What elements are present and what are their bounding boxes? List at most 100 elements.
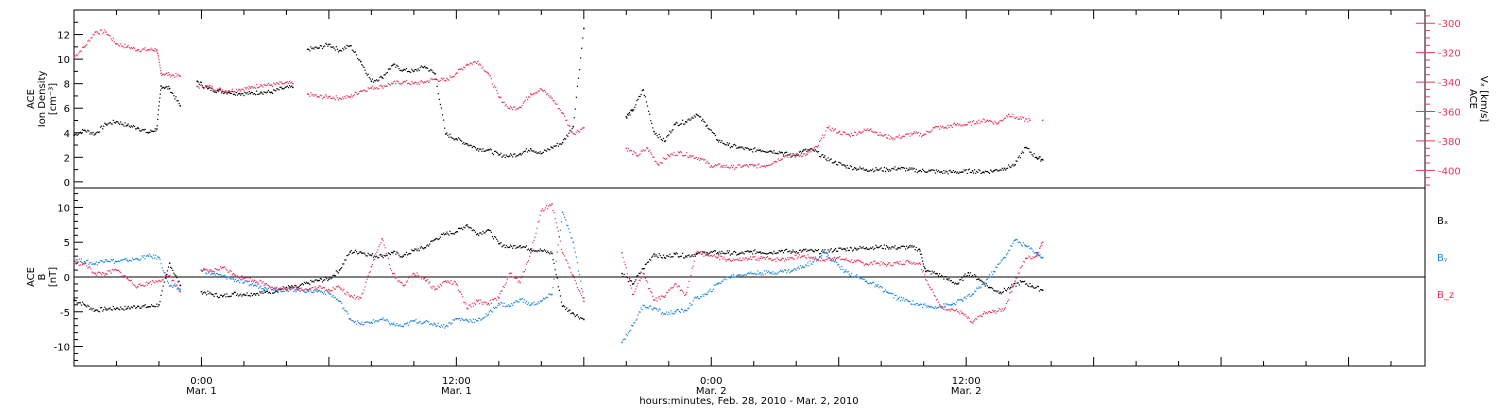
bottom-b-series-2-interp-dot bbox=[909, 262, 911, 265]
bottom-b-series-0-interp-dot bbox=[666, 255, 668, 257]
bottom-b-series-2-interp-dot bbox=[325, 289, 327, 291]
bottom-b-series-0-interp-dot bbox=[821, 250, 823, 252]
top-density-series-0-interp-dot bbox=[649, 113, 651, 115]
top-density-series-0-interp-dot bbox=[322, 46, 325, 48]
bottom-b-series-0-interp-dot bbox=[924, 268, 926, 270]
top-vx-series-0-interp-dot bbox=[1013, 116, 1015, 118]
top-density-series-0-interp-dot bbox=[441, 114, 444, 116]
bottom-b-series-2-interp-dot bbox=[994, 310, 996, 312]
top-vx-series-0-point bbox=[561, 112, 564, 114]
bottom-b-series-1-interp-dot bbox=[438, 325, 440, 328]
bottom-b-series-1-point bbox=[631, 324, 634, 327]
top-vx-series-0-interp-dot bbox=[330, 97, 332, 100]
top-vx-series-0-interp-dot bbox=[960, 125, 962, 127]
top-density-series-0-interp-dot bbox=[318, 47, 320, 49]
bottom-b-series-2-point bbox=[370, 265, 373, 268]
top-density-series-0-interp-dot bbox=[79, 131, 81, 133]
bottom-b-series-2-interp-dot bbox=[282, 288, 284, 291]
bottom-b-series-2-interp-dot bbox=[559, 240, 562, 242]
bottom-b-series-1-interp-dot bbox=[976, 287, 978, 289]
top-density-series-0-interp-dot bbox=[156, 125, 158, 127]
bottom-b-series-2-interp-dot bbox=[964, 313, 966, 316]
bottom-b-series-1-interp-dot bbox=[631, 324, 633, 326]
bottom-b-series-0-interp-dot bbox=[974, 274, 976, 276]
bottom-b-series-1-interp-dot bbox=[698, 298, 701, 300]
top-density-series-0-interp-dot bbox=[1000, 169, 1002, 171]
bottom-b-series-2-interp-dot bbox=[410, 275, 412, 278]
top-vx-series-0-interp-dot bbox=[703, 159, 705, 161]
bottom-b-series-2-interp-dot bbox=[724, 258, 726, 260]
bottom-b-series-1-interp-dot bbox=[647, 307, 650, 309]
bottom-b-series-1-interp-dot bbox=[165, 277, 168, 280]
top-vx-series-0-interp-dot bbox=[453, 76, 455, 78]
bottom-b-series-2-interp-dot bbox=[406, 280, 409, 282]
top-density-series-0-interp-dot bbox=[700, 116, 702, 118]
bottom-b-series-1-point bbox=[328, 292, 330, 294]
bottom-b-series-1-interp-dot bbox=[387, 320, 389, 322]
bottom-b-series-2-interp-dot bbox=[1036, 254, 1038, 256]
bottom-b-series-0-interp-dot bbox=[837, 250, 839, 252]
bottom-b-series-1-interp-dot bbox=[362, 324, 364, 326]
top-vx-series-0-interp-dot bbox=[638, 154, 640, 156]
top-density-series-0-interp-dot bbox=[723, 142, 725, 145]
bottom-b-series-2-point bbox=[961, 312, 963, 314]
top-vx-series-0-interp-dot bbox=[666, 157, 668, 160]
top-density-series-0-interp-dot bbox=[926, 171, 928, 173]
bottom-b-series-2-interp-dot bbox=[266, 284, 268, 286]
bottom-b-series-2-interp-dot bbox=[728, 258, 730, 260]
bottom-b-series-0-interp-dot bbox=[760, 252, 762, 255]
bottom-b-series-1-interp-dot bbox=[490, 310, 493, 312]
bottom-b-series-2-interp-dot bbox=[970, 321, 973, 323]
top-vx-series-0-interp-dot bbox=[537, 90, 539, 92]
top-density-series-0-interp-dot bbox=[856, 169, 858, 171]
top-density-series-0-interp-dot bbox=[634, 106, 636, 108]
top-vx-series-0-interp-dot bbox=[683, 155, 685, 157]
bottom-b-series-2-point bbox=[168, 274, 171, 277]
top-vx-series-0-interp-dot bbox=[451, 76, 453, 78]
bottom-b-series-2-point bbox=[801, 255, 804, 257]
top-vx-series-0-interp-dot bbox=[768, 164, 770, 166]
bottom-b-series-0-point bbox=[876, 246, 878, 248]
top-density-series-0-interp-dot bbox=[337, 51, 340, 53]
top-density-series-0-interp-dot bbox=[973, 172, 975, 174]
top-density-series-0-interp-dot bbox=[244, 91, 246, 93]
top-density-series-0-interp-dot bbox=[978, 169, 980, 171]
bottom-b-series-0-interp-dot bbox=[450, 232, 452, 235]
bottom-b-series-2-interp-dot bbox=[403, 285, 405, 287]
top-density-series-0-interp-dot bbox=[542, 151, 545, 153]
top-vx-series-0-point bbox=[360, 90, 362, 92]
top-density-series-0-interp-dot bbox=[845, 167, 847, 169]
bottom-b-series-1-interp-dot bbox=[1018, 241, 1020, 243]
bottom-b-series-0-interp-dot bbox=[272, 292, 274, 294]
top-density-series-0-interp-dot bbox=[275, 90, 277, 92]
bottom-b-series-1-interp-dot bbox=[1038, 254, 1040, 257]
bottom-b-series-2-interp-dot bbox=[546, 205, 548, 207]
bottom-b-series-2-point bbox=[296, 287, 298, 289]
top-vx-series-0-interp-dot bbox=[861, 131, 863, 133]
bottom-b-series-1-interp-dot bbox=[339, 300, 342, 303]
bottom-b-series-2-interp-dot bbox=[772, 259, 774, 261]
bottom-b-series-1-interp-dot bbox=[544, 297, 547, 299]
bottom-b-series-1-interp-dot bbox=[365, 321, 367, 323]
top-vx-series-0-interp-dot bbox=[905, 133, 907, 135]
bottom-b-series-2-interp-dot bbox=[157, 281, 159, 283]
bottom-b-series-1-interp-dot bbox=[850, 272, 853, 275]
top-density-series-0-interp-dot bbox=[915, 168, 917, 170]
bottom-b-series-1-interp-dot bbox=[91, 263, 93, 266]
top-vx-series-0-interp-dot bbox=[771, 163, 773, 165]
bottom-b-series-0-interp-dot bbox=[387, 252, 389, 254]
top-density-series-0-point bbox=[391, 64, 394, 67]
top-vx-series-0-interp-dot bbox=[846, 133, 848, 135]
bottom-b-series-2-interp-dot bbox=[503, 286, 505, 289]
bottom-b-series-1-interp-dot bbox=[730, 274, 733, 276]
bottom-b-series-1-point bbox=[360, 323, 362, 326]
top-density-series-0-interp-dot bbox=[777, 153, 779, 155]
bottom-b-series-0-interp-dot bbox=[474, 231, 477, 233]
top-vx-series-0-interp-dot bbox=[833, 129, 836, 131]
bottom-b-series-0-interp-dot bbox=[952, 281, 955, 283]
top-vx-series-0-point bbox=[880, 134, 883, 136]
bottom-b-series-2-interp-dot bbox=[815, 258, 818, 260]
bottom-b-series-1-interp-dot bbox=[952, 302, 955, 304]
top-density-series-0-interp-dot bbox=[490, 149, 493, 151]
bottom-b-series-1-interp-dot bbox=[359, 322, 361, 325]
